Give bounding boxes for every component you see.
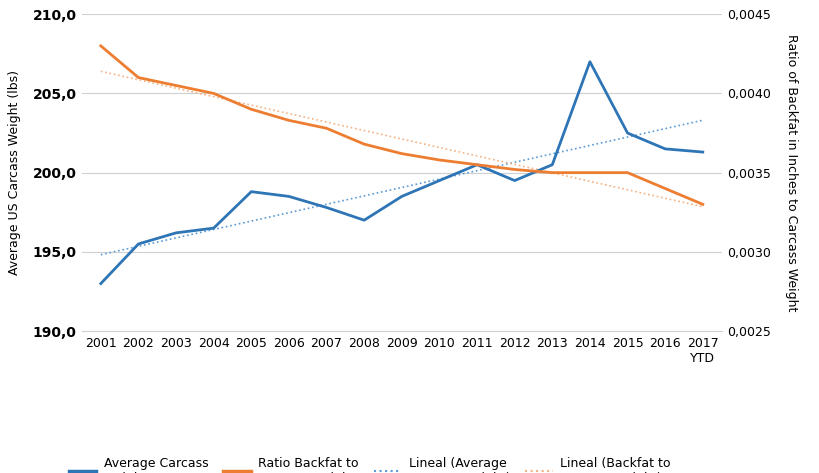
Y-axis label: Ratio of Backfat in Inches to Carcass Weight: Ratio of Backfat in Inches to Carcass We… [784, 34, 797, 311]
Legend: Average Carcass
Weight, Ratio Backfat to
Carcass Weight, Lineal (Average
Carcass: Average Carcass Weight, Ratio Backfat to… [64, 452, 675, 473]
Y-axis label: Average US Carcass Weight (lbs): Average US Carcass Weight (lbs) [8, 70, 21, 275]
